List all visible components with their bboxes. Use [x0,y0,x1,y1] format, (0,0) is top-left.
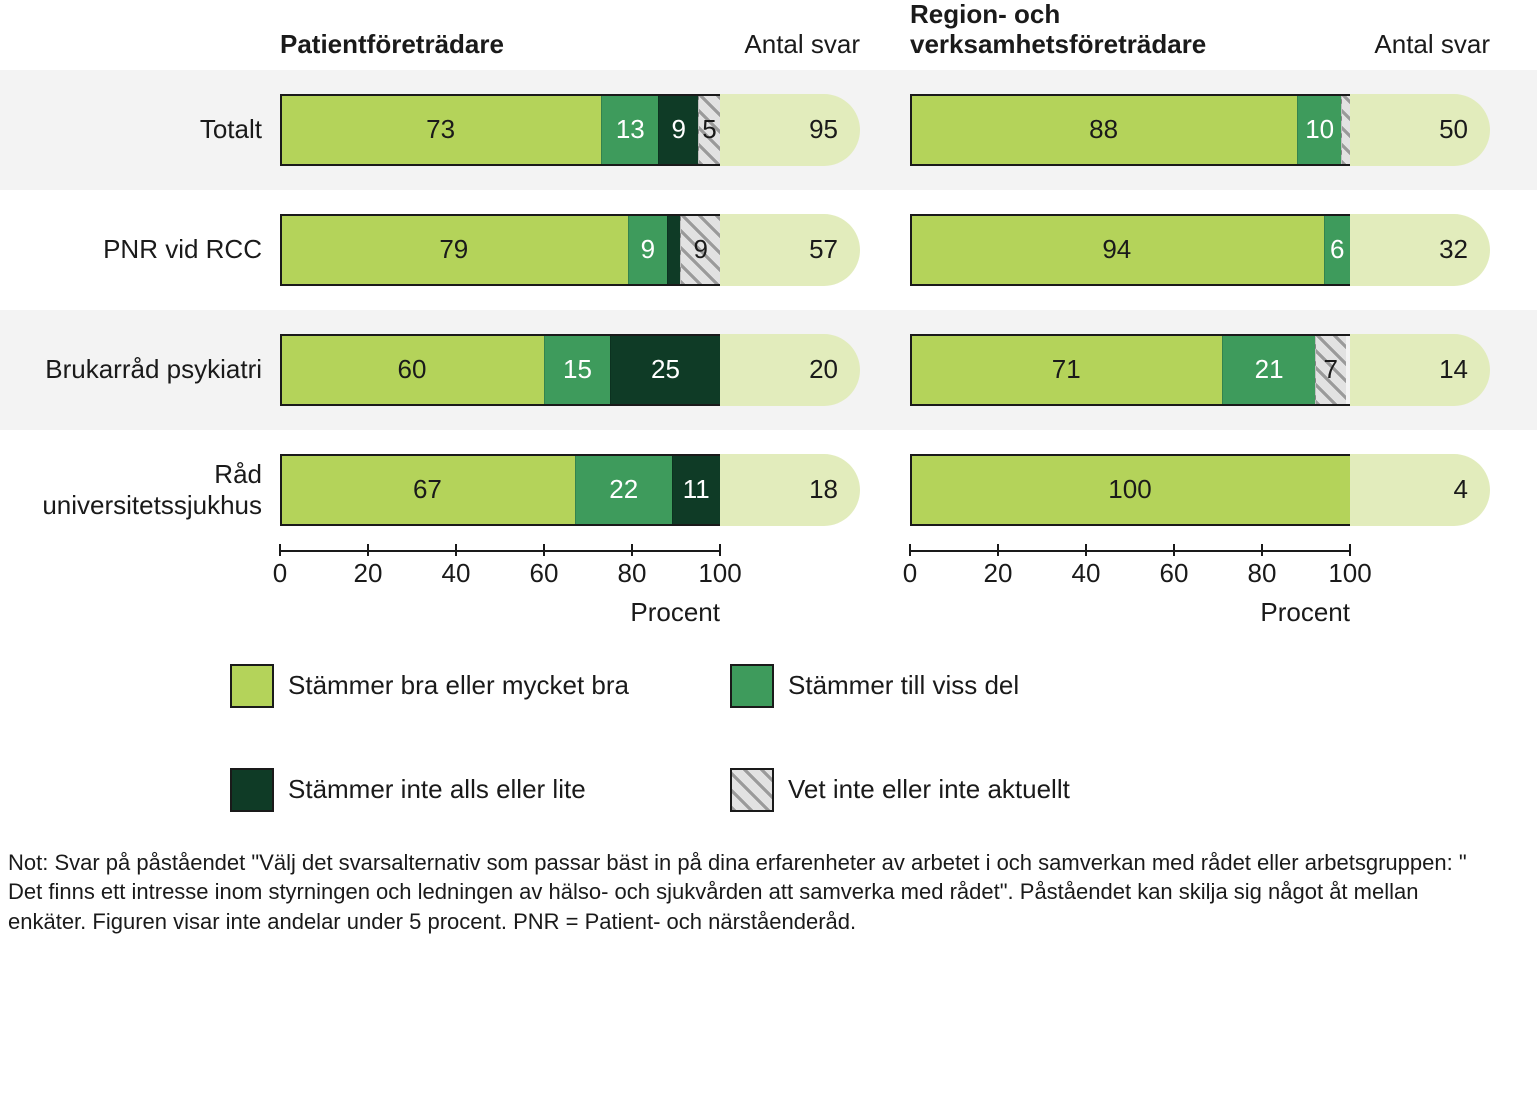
bar-segment: 73 [280,96,601,164]
row-label: Brukarråd psykiatri [0,354,280,385]
bar-segment: 9 [658,96,698,164]
panel-header: Region- och verksamhetsföreträdare Antal … [910,0,1490,70]
count-pill: 32 [1350,214,1490,286]
row-panels: 73139595881050 [280,70,1537,190]
count-pill: 57 [720,214,860,286]
bar-panel: 1004 [910,454,1490,526]
bar-segment: 9 [680,216,720,284]
stacked-bar: 7999 [280,214,720,286]
legend-item: Vet inte eller inte aktuellt [730,768,1170,812]
bar-panel: 73139595 [280,94,860,166]
bar-segment: 15 [544,336,610,404]
bar-segment: 22 [575,456,672,524]
legend-swatch [730,664,774,708]
bar-segment: 10 [1297,96,1341,164]
survey-stacked-bar-chart: PatientföreträdareAntal svarRegion- och … [0,0,1537,957]
bar-segment: 79 [280,216,628,284]
bar-segment: 7 [1315,336,1346,404]
legend-label: Stämmer till viss del [788,670,1019,701]
axis-row: 020406080100 Procent 020406080100 Procent [0,550,1537,628]
axis-ticks: 020406080100 [280,558,720,589]
row-label: Totalt [0,114,280,145]
legend-swatch [230,664,274,708]
chart-row: Råd universitetssjukhus67221118 1004 [0,430,1537,550]
bar-segment: 21 [1222,336,1314,404]
bar-segment [1341,96,1350,164]
bar-segment: 5 [698,96,720,164]
stacked-bar: 8810 [910,94,1350,166]
stacked-bar: 731395 [280,94,720,166]
bar-segment: 6 [1324,216,1350,284]
panel-title: Patientföreträdare [280,30,504,60]
bar-segment: 100 [910,456,1350,524]
bar-panel: 94632 [910,214,1490,286]
bar-panel: 881050 [910,94,1490,166]
count-pill: 4 [1350,454,1490,526]
legend-label: Vet inte eller inte aktuellt [788,774,1070,805]
chart-row: Totalt73139595881050 [0,70,1537,190]
bar-segment: 13 [601,96,658,164]
panel-headers: PatientföreträdareAntal svarRegion- och … [0,0,1537,70]
legend-swatch [730,768,774,812]
stacked-bar: 672211 [280,454,720,526]
bar-panel: 67221118 [280,454,860,526]
axis-ticks: 020406080100 [910,558,1350,589]
stacked-bar: 601525 [280,334,720,406]
stacked-bar: 71217 [910,334,1350,406]
axis-label: Procent [910,597,1350,628]
legend-item: Stämmer till viss del [730,664,1170,708]
count-header: Antal svar [744,29,860,60]
legend: Stämmer bra eller mycket bra Stämmer till… [0,664,1200,812]
bar-panel: 60152520 [280,334,860,406]
legend-item: Stämmer bra eller mycket bra [230,664,670,708]
bar-segment: 11 [672,456,720,524]
count-pill: 50 [1350,94,1490,166]
legend-item: Stämmer inte alls eller lite [230,768,670,812]
row-panels: 79995794632 [280,190,1537,310]
bar-segment [667,216,680,284]
chart-row: PNR vid RCC79995794632 [0,190,1537,310]
bar-segment: 9 [628,216,668,284]
count-pill: 20 [720,334,860,406]
row-panels: 60152520 7121714 [280,310,1537,430]
bar-segment: 60 [280,336,544,404]
bar-segment: 25 [610,336,720,404]
count-pill: 14 [1350,334,1490,406]
bar-panel: 799957 [280,214,860,286]
legend-label: Stämmer bra eller mycket bra [288,670,629,701]
bar-panel: 7121714 [910,334,1490,406]
axis: 020406080100 Procent [910,550,1490,628]
count-pill: 18 [720,454,860,526]
panel-header: Patientföreträdare Antal svar [280,0,860,70]
bar-segment: 71 [910,336,1222,404]
row-label: Råd universitetssjukhus [0,459,280,521]
panel-title: Region- och verksamhetsföreträdare [910,0,1240,60]
legend-label: Stämmer inte alls eller lite [288,774,586,805]
bar-segment: 67 [280,456,575,524]
bar-segment: 88 [910,96,1297,164]
chart-row: Brukarråd psykiatri60152520 7121714 [0,310,1537,430]
footnote: Not: Svar på påståendet "Välj det svarsa… [0,812,1510,957]
axis: 020406080100 Procent [280,550,860,628]
bar-segment: 94 [910,216,1324,284]
stacked-bar: 100 [910,454,1350,526]
stacked-bar: 946 [910,214,1350,286]
chart-rows: Totalt73139595881050PNR vid RCC799957946… [0,70,1537,550]
row-label: PNR vid RCC [0,234,280,265]
row-panels: 67221118 1004 [280,430,1537,550]
count-pill: 95 [720,94,860,166]
count-header: Antal svar [1374,29,1490,60]
axis-label: Procent [280,597,720,628]
legend-swatch [230,768,274,812]
